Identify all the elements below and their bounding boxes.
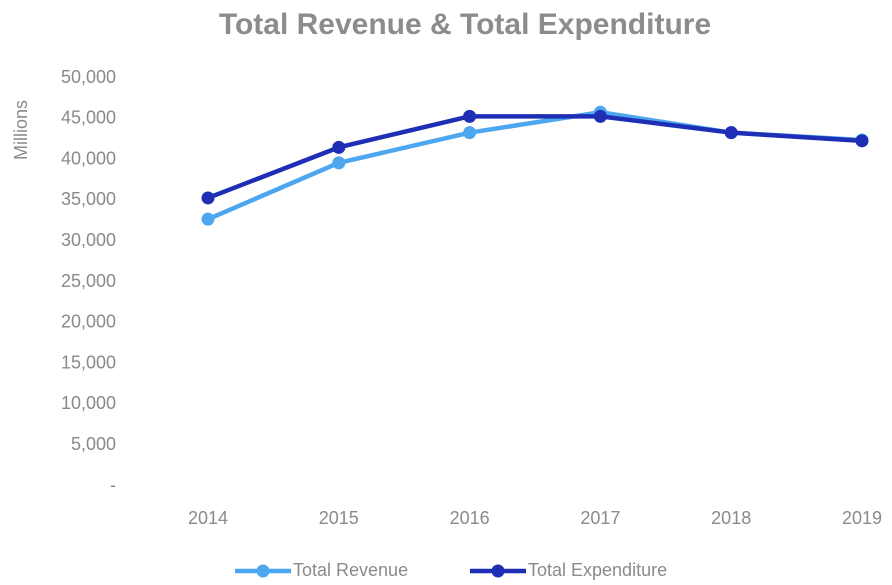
data-point (855, 134, 869, 148)
data-point (463, 109, 477, 123)
x-tick-label: 2014 (188, 508, 228, 528)
y-tick-label: 5,000 (71, 434, 116, 454)
data-point (201, 191, 215, 205)
legend-label: Total Revenue (293, 560, 408, 580)
x-tick-label: 2015 (319, 508, 359, 528)
x-tick-label: 2018 (711, 508, 751, 528)
y-axis-label: Millions (11, 100, 31, 160)
series-line (207, 114, 863, 201)
x-tick-label: 2019 (842, 508, 882, 528)
data-point (724, 126, 738, 140)
data-point (201, 212, 215, 226)
data-point (332, 156, 346, 170)
x-tick-label: 2017 (580, 508, 620, 528)
data-point (463, 126, 477, 140)
y-tick-label: 45,000 (61, 108, 116, 128)
y-tick-label: 20,000 (61, 312, 116, 332)
y-tick-label: 25,000 (61, 271, 116, 291)
y-tick-label: 35,000 (61, 189, 116, 209)
y-tick-label: 10,000 (61, 393, 116, 413)
y-tick-label: - (110, 475, 116, 495)
y-tick-label: 15,000 (61, 352, 116, 372)
series-line (207, 110, 863, 222)
chart-title: Total Revenue & Total Expenditure (219, 8, 711, 41)
data-point (593, 109, 607, 123)
legend-label: Total Expenditure (528, 560, 667, 580)
y-tick-label: 50,000 (61, 67, 116, 87)
legend-marker (491, 564, 505, 578)
legend-marker (256, 564, 270, 578)
y-tick-label: 40,000 (61, 148, 116, 168)
y-tick-label: 30,000 (61, 230, 116, 250)
x-tick-label: 2016 (450, 508, 490, 528)
data-point (332, 140, 346, 154)
